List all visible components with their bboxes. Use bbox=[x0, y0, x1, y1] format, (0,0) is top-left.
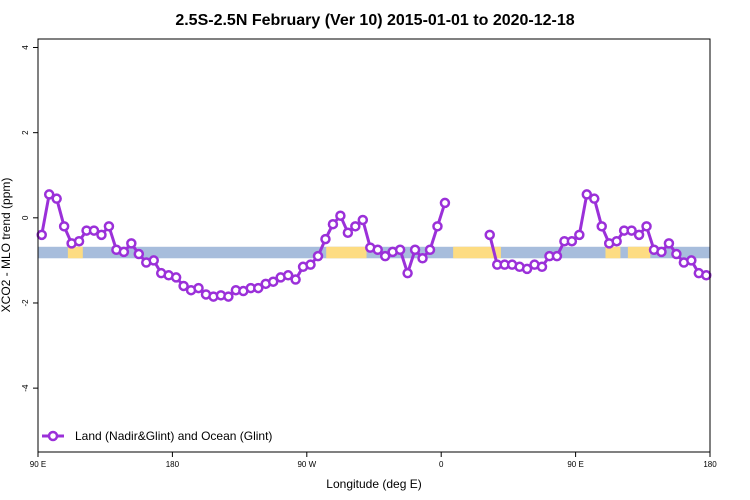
data-point-36 bbox=[305, 259, 316, 270]
x-axis-label: Longitude (deg E) bbox=[326, 477, 421, 491]
data-point-75 bbox=[626, 225, 637, 236]
data-point-46 bbox=[379, 250, 391, 262]
data-point-43 bbox=[357, 214, 369, 226]
series-layer bbox=[36, 189, 712, 302]
data-point-45 bbox=[372, 244, 383, 256]
data-point-80 bbox=[663, 238, 675, 249]
land-span-2 bbox=[453, 246, 501, 259]
data-point-76 bbox=[633, 229, 645, 241]
data-point-51 bbox=[417, 253, 428, 264]
data-point-68 bbox=[574, 229, 585, 241]
x-tick-label-1: 180 bbox=[166, 460, 180, 469]
data-point-48 bbox=[394, 244, 406, 256]
data-point-34 bbox=[290, 274, 301, 285]
data-point-19 bbox=[178, 280, 189, 292]
data-point-77 bbox=[641, 221, 652, 232]
land-span-4 bbox=[627, 246, 651, 259]
plot-frame bbox=[37, 38, 711, 453]
y-tick-label-0: 4 bbox=[21, 45, 30, 50]
x-tick-label-5: 180 bbox=[703, 460, 717, 469]
legend: Land (Nadir&Glint) and Ocean (Glint) bbox=[42, 429, 272, 443]
data-point-29 bbox=[253, 282, 264, 294]
data-point-40 bbox=[335, 210, 346, 221]
legend-marker bbox=[47, 430, 59, 442]
data-point-15 bbox=[148, 255, 159, 266]
data-point-8 bbox=[96, 229, 107, 241]
y-tick-label-2: 0 bbox=[21, 215, 30, 220]
data-point-12 bbox=[126, 238, 137, 249]
x-axis: 90 E 180 90 W 0 90 E 180 bbox=[30, 452, 717, 469]
data-point-42 bbox=[350, 221, 361, 232]
data-point-71 bbox=[596, 221, 607, 232]
data-point-31 bbox=[267, 276, 279, 287]
y-axis: 4 2 0 -2 -4 bbox=[21, 45, 38, 392]
data-point-38 bbox=[320, 233, 331, 245]
y-tick-label-4: -4 bbox=[21, 384, 30, 392]
data-point-9 bbox=[103, 221, 115, 232]
data-point-70 bbox=[589, 193, 600, 204]
data-point-13 bbox=[133, 248, 145, 260]
x-tick-label-0: 90 E bbox=[30, 460, 46, 469]
data-point-39 bbox=[327, 218, 339, 230]
x-tick-label-3: 0 bbox=[439, 460, 444, 469]
land-span-1 bbox=[326, 246, 367, 259]
series-line-segment-0 bbox=[40, 192, 447, 299]
data-point-54 bbox=[439, 197, 451, 209]
x-tick-label-2: 90 W bbox=[297, 460, 316, 469]
data-point-2 bbox=[51, 193, 62, 204]
data-point-5 bbox=[73, 235, 85, 247]
data-point-81 bbox=[671, 248, 682, 260]
data-point-37 bbox=[312, 250, 324, 262]
land-span-3 bbox=[605, 246, 621, 259]
data-point-18 bbox=[170, 272, 182, 283]
data-point-49 bbox=[402, 267, 413, 279]
data-point-50 bbox=[409, 244, 421, 256]
data-point-63 bbox=[536, 261, 548, 273]
data-point-25 bbox=[223, 291, 234, 302]
y-tick-label-3: -2 bbox=[21, 299, 30, 307]
data-point-1 bbox=[43, 189, 55, 200]
data-point-61 bbox=[521, 263, 533, 275]
data-point-53 bbox=[432, 221, 443, 232]
data-point-11 bbox=[118, 246, 130, 258]
data-point-79 bbox=[656, 246, 667, 258]
data-point-65 bbox=[551, 250, 563, 262]
data-point-69 bbox=[581, 189, 593, 200]
data-point-21 bbox=[193, 282, 204, 294]
data-point-33 bbox=[282, 270, 294, 281]
chart-title: 2.5S-2.5N February (Ver 10) 2015-01-01 t… bbox=[175, 12, 574, 29]
data-point-3 bbox=[58, 221, 70, 232]
x-tick-label-4: 90 E bbox=[567, 460, 583, 469]
data-point-85 bbox=[701, 270, 712, 281]
data-point-73 bbox=[611, 235, 622, 247]
data-point-0 bbox=[36, 229, 47, 241]
data-point-67 bbox=[566, 235, 578, 247]
data-point-56 bbox=[484, 229, 495, 241]
y-tick-label-1: 2 bbox=[21, 130, 30, 135]
y-axis-label: XCO2 - MLO trend (ppm) bbox=[0, 178, 13, 313]
land-span-0 bbox=[67, 246, 83, 259]
legend-entry: Land (Nadir&Glint) and Ocean (Glint) bbox=[75, 429, 272, 443]
data-point-52 bbox=[424, 244, 436, 256]
data-point-41 bbox=[342, 227, 354, 238]
data-point-83 bbox=[686, 255, 697, 266]
data-point-7 bbox=[88, 225, 100, 236]
